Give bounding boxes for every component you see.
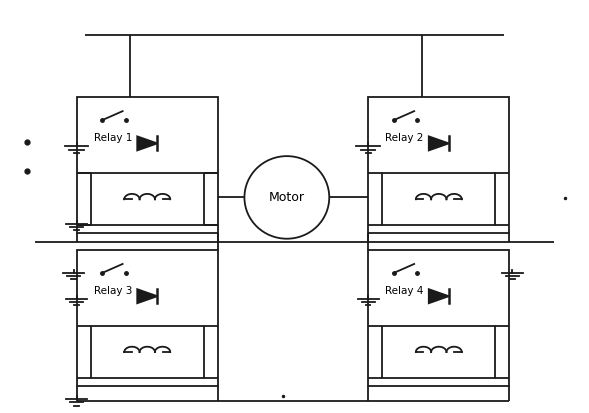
Text: Relay 4: Relay 4	[385, 286, 423, 296]
Bar	[91, 173, 204, 225]
Bar	[368, 250, 509, 386]
Bar	[91, 326, 204, 378]
Polygon shape	[429, 289, 449, 303]
Text: Relay 1: Relay 1	[94, 133, 132, 143]
Bar	[77, 97, 218, 233]
Polygon shape	[429, 136, 449, 150]
Bar	[368, 97, 509, 233]
Bar	[382, 326, 495, 378]
Bar	[382, 173, 495, 225]
Text: Relay 2: Relay 2	[385, 133, 423, 143]
Text: Motor: Motor	[269, 191, 305, 204]
Polygon shape	[137, 289, 157, 303]
Text: Relay 3: Relay 3	[94, 286, 132, 296]
Polygon shape	[137, 136, 157, 150]
Bar	[77, 250, 218, 386]
